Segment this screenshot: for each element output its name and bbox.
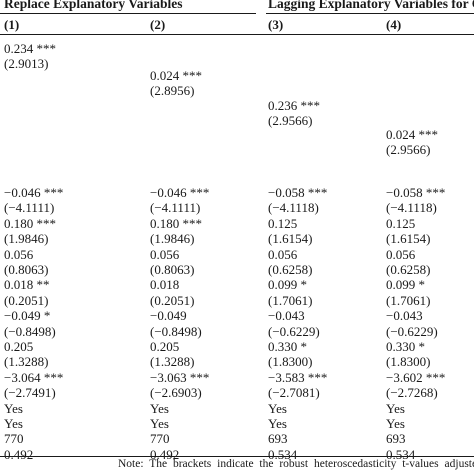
column-header-rule [0, 34, 474, 35]
table-cell: −0.046 *** [150, 185, 210, 200]
bottom-rule [0, 456, 474, 457]
key-coefficient-cell: 0.024 *** [150, 68, 202, 83]
table-cell: −3.064 *** [4, 369, 64, 385]
table-cell: (0.2051) [150, 292, 195, 308]
key-tstat-cell: (2.9566) [268, 113, 313, 128]
table-cell: Yes [4, 400, 23, 416]
table-cell: (0.6258) [386, 262, 431, 277]
table-cell: 0.534 [268, 446, 298, 462]
key-coefficient-cell: 0.234 *** [4, 41, 56, 56]
key-tstat-cell: (2.8956) [150, 83, 195, 98]
table-cell: Yes [268, 416, 287, 431]
table-cell: (0.8063) [4, 262, 49, 277]
table-cell: −3.602 *** [386, 369, 446, 385]
table-cell: 0.492 [150, 446, 180, 462]
table-cell: 0.205 [4, 339, 34, 354]
table-cell: −3.063 *** [150, 369, 210, 385]
table-cell: (1.8300) [268, 354, 313, 370]
table-cell: Yes [4, 416, 23, 431]
table-cell: −0.046 *** [4, 185, 64, 200]
table-cell: (−2.7491) [4, 385, 56, 401]
table-cell: (1.9846) [4, 231, 49, 247]
table-cell: (1.3288) [4, 354, 49, 370]
table-cell: −0.049 * [4, 308, 51, 324]
table-cell: Yes [268, 400, 287, 416]
table-cell: Yes [150, 416, 169, 431]
table-cell: 770 [4, 431, 24, 447]
table-cell: (−2.7268) [386, 385, 438, 401]
group-header-replace: Replace Explanatory Variables [4, 0, 183, 11]
table-cell: 0.099 * [386, 277, 425, 293]
table-cell: −0.043 [386, 308, 423, 324]
table-cell: (−0.6229) [268, 323, 320, 339]
table-cell: (−0.8498) [150, 323, 202, 339]
header-rule-left [0, 13, 256, 14]
table-cell: 0.056 [268, 246, 298, 262]
table-cell: 0.099 * [268, 277, 307, 293]
column-number-3: (3) [268, 17, 284, 32]
table-cell: 770 [150, 431, 170, 447]
table-cell: 0.534 [386, 446, 416, 462]
key-tstat-cell: (2.9566) [386, 142, 431, 157]
table-cell: 0.180 *** [4, 215, 56, 231]
key-tstat-cell: (2.9013) [4, 56, 49, 71]
table-cell: (−0.8498) [4, 323, 56, 339]
table-cell: 0.056 [4, 246, 34, 262]
table-cell: Yes [386, 400, 405, 416]
table-cell: (−4.1111) [150, 200, 201, 216]
table-cell: 0.492 [4, 446, 34, 462]
table-cell: −0.043 [268, 308, 305, 324]
table-cell: 0.018 [150, 277, 180, 293]
table-cell: 0.056 [150, 246, 180, 262]
table-cell: (1.8300) [386, 354, 431, 370]
key-coefficient-cell: 0.024 *** [386, 127, 438, 142]
table-cell: 0.125 [268, 215, 298, 231]
table-cell: 0.125 [386, 215, 416, 231]
table-cell: 693 [386, 431, 406, 447]
table-note: Note: The brackets indicate the robust h… [118, 458, 474, 470]
table-cell: (−2.7081) [268, 385, 320, 401]
table-cell: (1.3288) [150, 354, 195, 370]
header-rule-right [266, 13, 474, 14]
table-cell: 0.205 [150, 339, 180, 354]
table-cell: 0.330 * [386, 339, 425, 354]
table-cell: (1.6154) [386, 231, 431, 247]
table-cell: −3.583 *** [268, 369, 328, 385]
table-cell: −0.058 *** [386, 185, 446, 200]
table-cell: 0.180 *** [150, 215, 202, 231]
table-cell: (1.9846) [150, 231, 195, 247]
table-cell: 0.018 ** [4, 277, 50, 293]
table-cell: (−2.6903) [150, 385, 202, 401]
column-number-1: (1) [4, 17, 20, 32]
table-cell: Yes [386, 416, 405, 431]
table-cell: (0.6258) [268, 262, 313, 277]
group-header-lagging: Lagging Explanatory Variables for On [268, 0, 474, 11]
column-number-2: (2) [150, 17, 166, 32]
table-cell: (1.6154) [268, 231, 313, 247]
table-cell: (0.8063) [150, 262, 195, 277]
table-cell: Yes [150, 400, 169, 416]
key-coefficient-cell: 0.236 *** [268, 98, 320, 113]
table-cell: 693 [268, 431, 288, 447]
table-cell: 0.330 * [268, 339, 307, 354]
table-cell: −0.058 *** [268, 185, 328, 200]
table-cell: −0.049 [150, 308, 187, 324]
column-number-4: (4) [386, 17, 402, 32]
table-cell: (−4.1111) [4, 200, 55, 216]
table-cell: (−0.6229) [386, 323, 438, 339]
table-cell: (1.7061) [386, 292, 431, 308]
table-cell: (0.2051) [4, 292, 49, 308]
table-cell: (−4.1118) [268, 200, 319, 216]
table-cell: 0.056 [386, 246, 416, 262]
table-cell: (1.7061) [268, 292, 313, 308]
table-cell: (−4.1118) [386, 200, 437, 216]
